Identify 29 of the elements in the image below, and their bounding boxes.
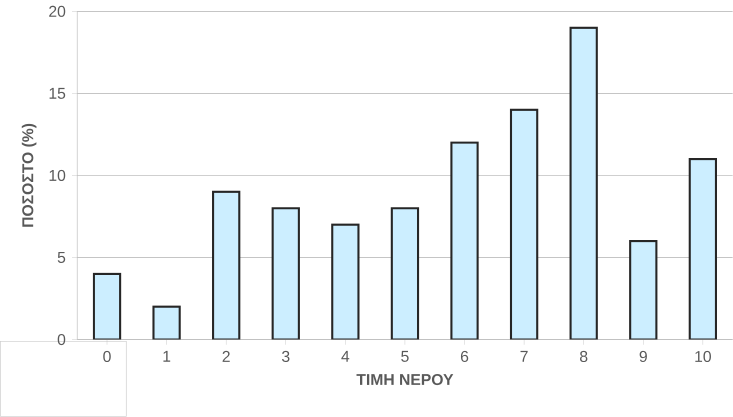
bar (390, 207, 420, 340)
y-tick-label: 20 (49, 6, 66, 18)
bar (152, 306, 181, 340)
x-tick-label: 4 (341, 351, 350, 362)
y-axis-title: ΠΟΣΟΣΤΟ (%) (22, 124, 36, 227)
x-tick-label: 6 (460, 351, 468, 362)
bar (272, 207, 300, 340)
bar (510, 108, 538, 340)
bar (450, 142, 479, 340)
y-tick-label: 15 (50, 88, 66, 100)
bar (212, 190, 240, 340)
x-axis-title: ΤΙΜΗ ΝΕΡΟΥ (356, 374, 454, 386)
x-tick-label: 3 (282, 351, 290, 362)
bar (570, 26, 598, 340)
bar (331, 224, 360, 340)
bar (688, 158, 718, 340)
y-tick-label: 5 (58, 252, 66, 264)
x-tick-label: 8 (580, 351, 588, 362)
y-tick-label: 10 (50, 170, 66, 182)
x-tick-label: 0 (103, 351, 111, 362)
bar (629, 240, 658, 340)
x-tick-label: 10 (695, 351, 711, 362)
bar (92, 272, 122, 340)
x-tick-label: 7 (520, 351, 528, 362)
y-tick-label: 0 (58, 334, 66, 346)
x-tick-label: 9 (640, 351, 647, 362)
x-tick-label: 5 (401, 351, 409, 362)
x-tick-label: 1 (163, 351, 170, 362)
x-tick-label: 2 (222, 351, 230, 362)
